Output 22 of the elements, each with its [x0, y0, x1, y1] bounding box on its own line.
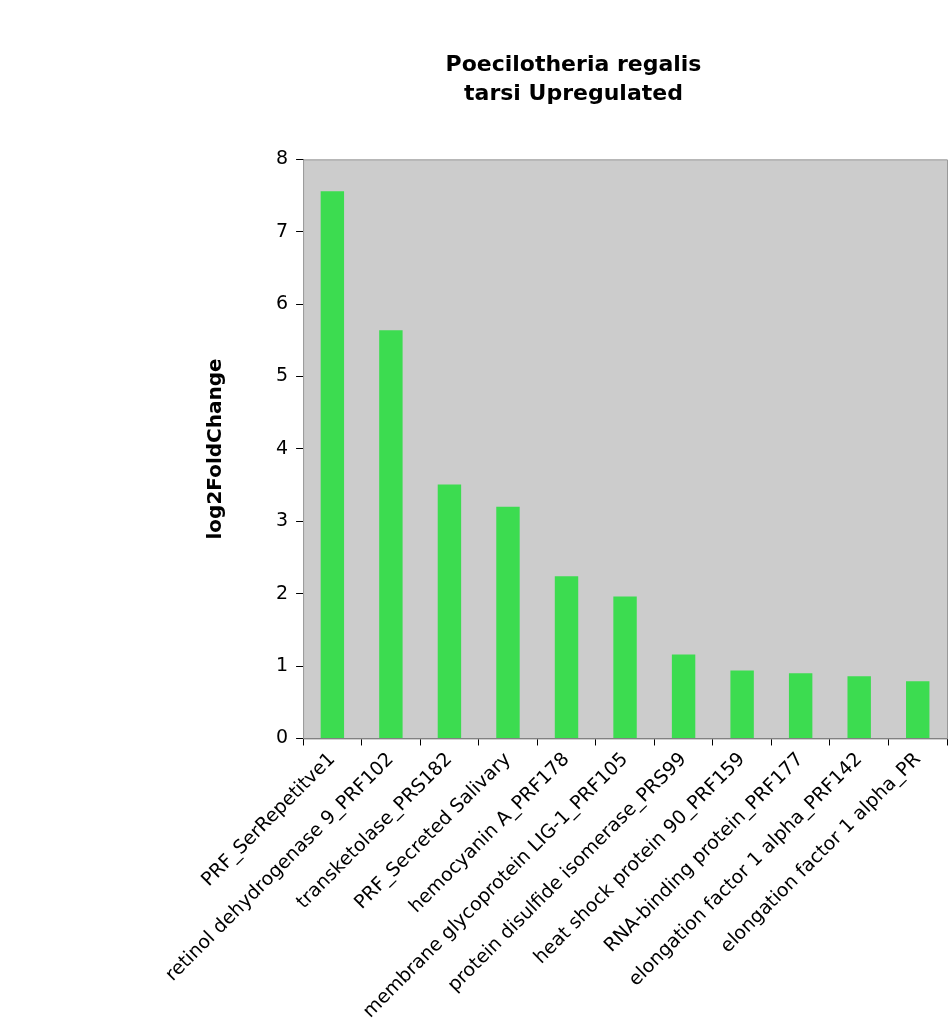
- bar: [437, 484, 462, 738]
- y-tick-label: 1: [275, 653, 289, 676]
- y-tick-label: 2: [275, 580, 289, 603]
- chart-title: Poecilotheria regalis tarsi Upregulated: [445, 50, 702, 106]
- y-tick-label: 7: [275, 218, 289, 241]
- y-tick-label: 5: [275, 363, 289, 386]
- y-tick-label: 8: [275, 146, 289, 169]
- bar: [320, 191, 345, 738]
- y-axis-title: log2FoldChange: [202, 358, 227, 540]
- y-tick-label: 3: [275, 508, 289, 531]
- bar: [671, 654, 696, 738]
- bar: [379, 330, 403, 738]
- bar: [496, 506, 520, 738]
- y-tick-label: 6: [275, 291, 289, 314]
- bar: [554, 576, 579, 738]
- bar: [613, 596, 637, 738]
- y-tick-label: 0: [275, 725, 289, 748]
- bar: [906, 681, 930, 738]
- bar: [847, 676, 871, 738]
- bar: [730, 670, 754, 738]
- bar: [788, 673, 813, 738]
- y-tick-label: 4: [275, 435, 289, 458]
